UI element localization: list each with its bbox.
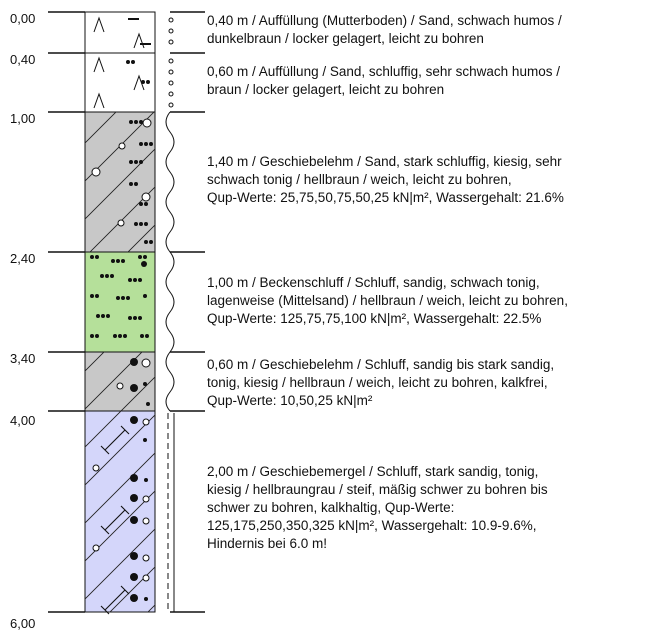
layer-4-line-1: 1,00 m / Beckenschluff / Schluff, sandig…	[207, 275, 540, 290]
consistency-stiff-lines	[167, 413, 175, 612]
depth-label-5: 4,00	[10, 413, 35, 428]
layer-description-3: 1,40 m / Geschiebelehm / Sand, stark sch…	[207, 153, 647, 207]
layer-hatch-3	[85, 112, 155, 252]
depth-labels: 0,00 0,40 1,00 2,40 3,40 4,00 6,00	[10, 11, 35, 631]
humus-symbols	[126, 18, 151, 84]
layer-6-line-3: schwer zu bohren, kalkhaltig, Qup-Werte:	[207, 500, 455, 515]
layer-4-line-3: Qup-Werte: 125,75,75,100 kN|m², Wasserge…	[207, 311, 542, 326]
layer-4-symbols	[90, 255, 149, 338]
layer-description-1: 0,40 m / Auffüllung (Mutterboden) / Sand…	[207, 12, 647, 48]
layer-6-line-4: 125,175,250,350,325 kN|m², Wassergehalt:…	[207, 518, 537, 533]
depth-label-2: 1,00	[10, 111, 35, 126]
depth-label-3: 2,40	[10, 251, 35, 266]
layer-5-line-1: 0,60 m / Geschiebelehm / Schluff, sandig…	[207, 357, 555, 372]
layer-fill-1	[84, 11, 156, 54]
layer-1-line-2: dunkelbraun / locker gelagert, leicht zu…	[207, 31, 484, 46]
depth-label-6: 6,00	[10, 616, 35, 631]
layer-3-line-1: 1,40 m / Geschiebelehm / Sand, stark sch…	[207, 154, 562, 169]
depth-label-0: 0,00	[10, 11, 35, 26]
layer-3-line-2: schwach tonig / hellbraun / weich, leich…	[207, 172, 512, 187]
layer-6-line-2: kiesig / hellbraungrau / steif, mäßig sc…	[207, 482, 548, 497]
depth-label-1: 0,40	[10, 52, 35, 67]
layer-description-5: 0,60 m / Geschiebelehm / Schluff, sandig…	[207, 356, 647, 410]
depth-ticks-right	[170, 11, 205, 613]
layer-6-symbols	[100, 425, 130, 615]
layer-description-6: 2,00 m / Geschiebemergel / Schluff, star…	[207, 463, 647, 553]
depth-ticks-left	[48, 11, 85, 613]
layer-3-symbols	[129, 120, 153, 244]
layer-6-line-1: 2,00 m / Geschiebemergel / Schluff, star…	[207, 464, 539, 479]
layer-1-line-1: 0,40 m / Auffüllung (Mutterboden) / Sand…	[207, 13, 562, 28]
moisture-circles	[168, 17, 174, 108]
layer-3-line-3: Qup-Werte: 25,75,50,75,50,25 kN|m², Wass…	[207, 190, 564, 205]
depth-label-4: 3,40	[10, 351, 35, 366]
layer-6-line-5: Hindernis bei 6.0 m!	[207, 536, 328, 551]
layer-5-line-2: tonig, kiesig / hellbraun / weich, leich…	[207, 375, 548, 390]
layer-description-2: 0,60 m / Auffüllung / Sand, schluffig, s…	[207, 63, 647, 99]
layer-6-gravel	[92, 416, 150, 602]
layer-3-gravel	[91, 118, 152, 227]
layer-4-line-2: lagenweise (Mittelsand) / hellbraun / we…	[207, 293, 568, 308]
layer-description-4: 1,00 m / Beckenschluff / Schluff, sandig…	[207, 274, 647, 328]
consistency-wave-soft	[165, 111, 175, 412]
fill-symbols	[93, 16, 145, 109]
layer-2-line-1: 0,60 m / Auffüllung / Sand, schluffig, s…	[207, 64, 560, 79]
layer-5-symbols	[116, 358, 151, 406]
layer-5-line-3: Qup-Werte: 10,50,25 kN|m²	[207, 393, 373, 408]
layer-2-line-2: braun / locker gelagert, leicht zu bohre…	[207, 82, 445, 97]
